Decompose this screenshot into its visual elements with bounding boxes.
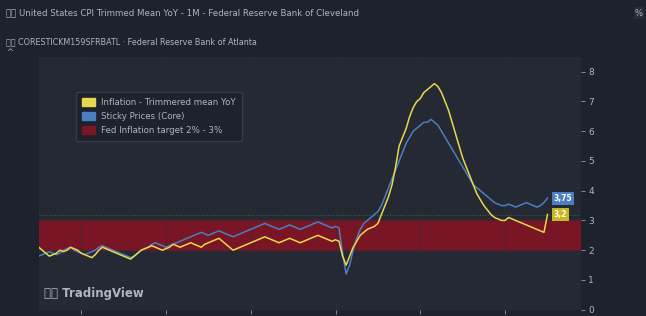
Text: 🇺🇸 United States CPI Trimmed Mean YoY - 1M - Federal Reserve Bank of Cleveland: 🇺🇸 United States CPI Trimmed Mean YoY - … (6, 9, 359, 17)
Text: 🇺🇸 CORESTICKM159SFRBATL · Federal Reserve Bank of Atlanta: 🇺🇸 CORESTICKM159SFRBATL · Federal Reserv… (6, 37, 257, 46)
Legend: Inflation - Trimmered mean YoY, Sticky Prices (Core), Fed Inflation target 2% - : Inflation - Trimmered mean YoY, Sticky P… (76, 92, 242, 141)
Bar (39, 221, 581, 250)
Text: 🇹🇻 TradingView: 🇹🇻 TradingView (44, 287, 144, 300)
Text: 3,75: 3,75 (554, 194, 572, 203)
Text: %: % (635, 9, 643, 17)
Text: ^: ^ (6, 48, 14, 57)
Text: 3,2: 3,2 (554, 210, 567, 219)
